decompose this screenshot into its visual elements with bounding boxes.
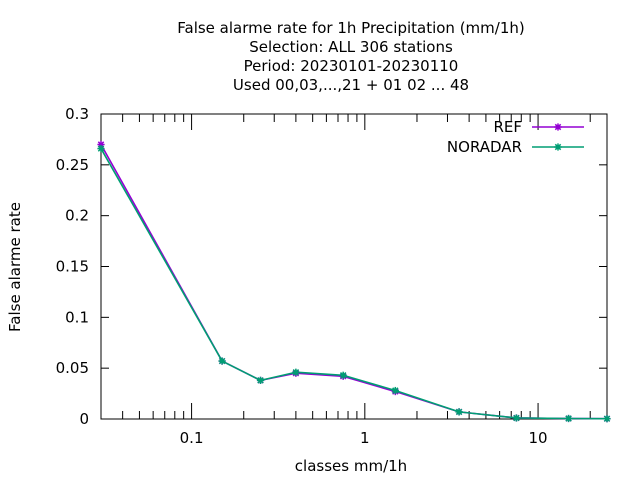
legend-label-noradar: NORADAR (447, 138, 522, 156)
x-tick-label-2: 10 (529, 429, 548, 447)
y-tick-label-6: 0.3 (65, 105, 89, 123)
series-noradar (97, 144, 611, 423)
data-point-noradar-2 (256, 376, 265, 384)
title-line-3: Period: 20230101-20230110 (244, 57, 459, 75)
y-tick-label-1: 0.05 (56, 359, 89, 377)
title-line-2: Selection: ALL 306 stations (249, 38, 453, 56)
data-point-noradar-5 (391, 386, 399, 395)
y-tick-label-0: 0 (79, 410, 89, 428)
axis-ticks (100, 113, 607, 420)
y-axis-label: False alarme rate (6, 202, 24, 332)
legend-marker-noradar (554, 143, 562, 151)
x-tick-label-1: 1 (360, 429, 370, 447)
data-point-noradar-1 (218, 357, 226, 365)
y-tick-label-4: 0.2 (65, 207, 89, 225)
legend-label-ref: REF (493, 118, 522, 136)
title-line-4: Used 00,03,...,21 + 01 02 ... 48 (233, 76, 469, 94)
title-line-1: False alarme rate for 1h Precipitation (… (177, 19, 525, 37)
y-tick-label-3: 0.15 (56, 258, 89, 276)
axis-tick-labels: 0 0.05 0.1 0.15 0.2 0.25 0.3 0.1 1 10 (56, 105, 548, 447)
y-tick-label-2: 0.1 (65, 308, 89, 326)
plot-area-frame (100, 113, 608, 420)
data-point-noradar-6 (455, 408, 463, 416)
series-layer (97, 140, 611, 423)
series-ref (97, 140, 611, 423)
legend: REF NORADAR (447, 118, 584, 156)
x-tick-label-0: 0.1 (180, 429, 204, 447)
legend-marker-ref (554, 123, 562, 131)
data-point-noradar-4 (339, 371, 347, 379)
y-tick-label-5: 0.25 (56, 156, 89, 174)
data-point-noradar-7 (512, 414, 521, 422)
data-point-noradar-0 (97, 144, 105, 153)
data-point-noradar-9 (603, 415, 611, 423)
data-point-noradar-3 (292, 368, 300, 376)
x-axis-label: classes mm/1h (295, 457, 407, 475)
series-line-noradar (100, 148, 608, 420)
data-point-noradar-8 (564, 414, 573, 423)
chart-title: False alarme rate for 1h Precipitation (… (177, 19, 525, 94)
